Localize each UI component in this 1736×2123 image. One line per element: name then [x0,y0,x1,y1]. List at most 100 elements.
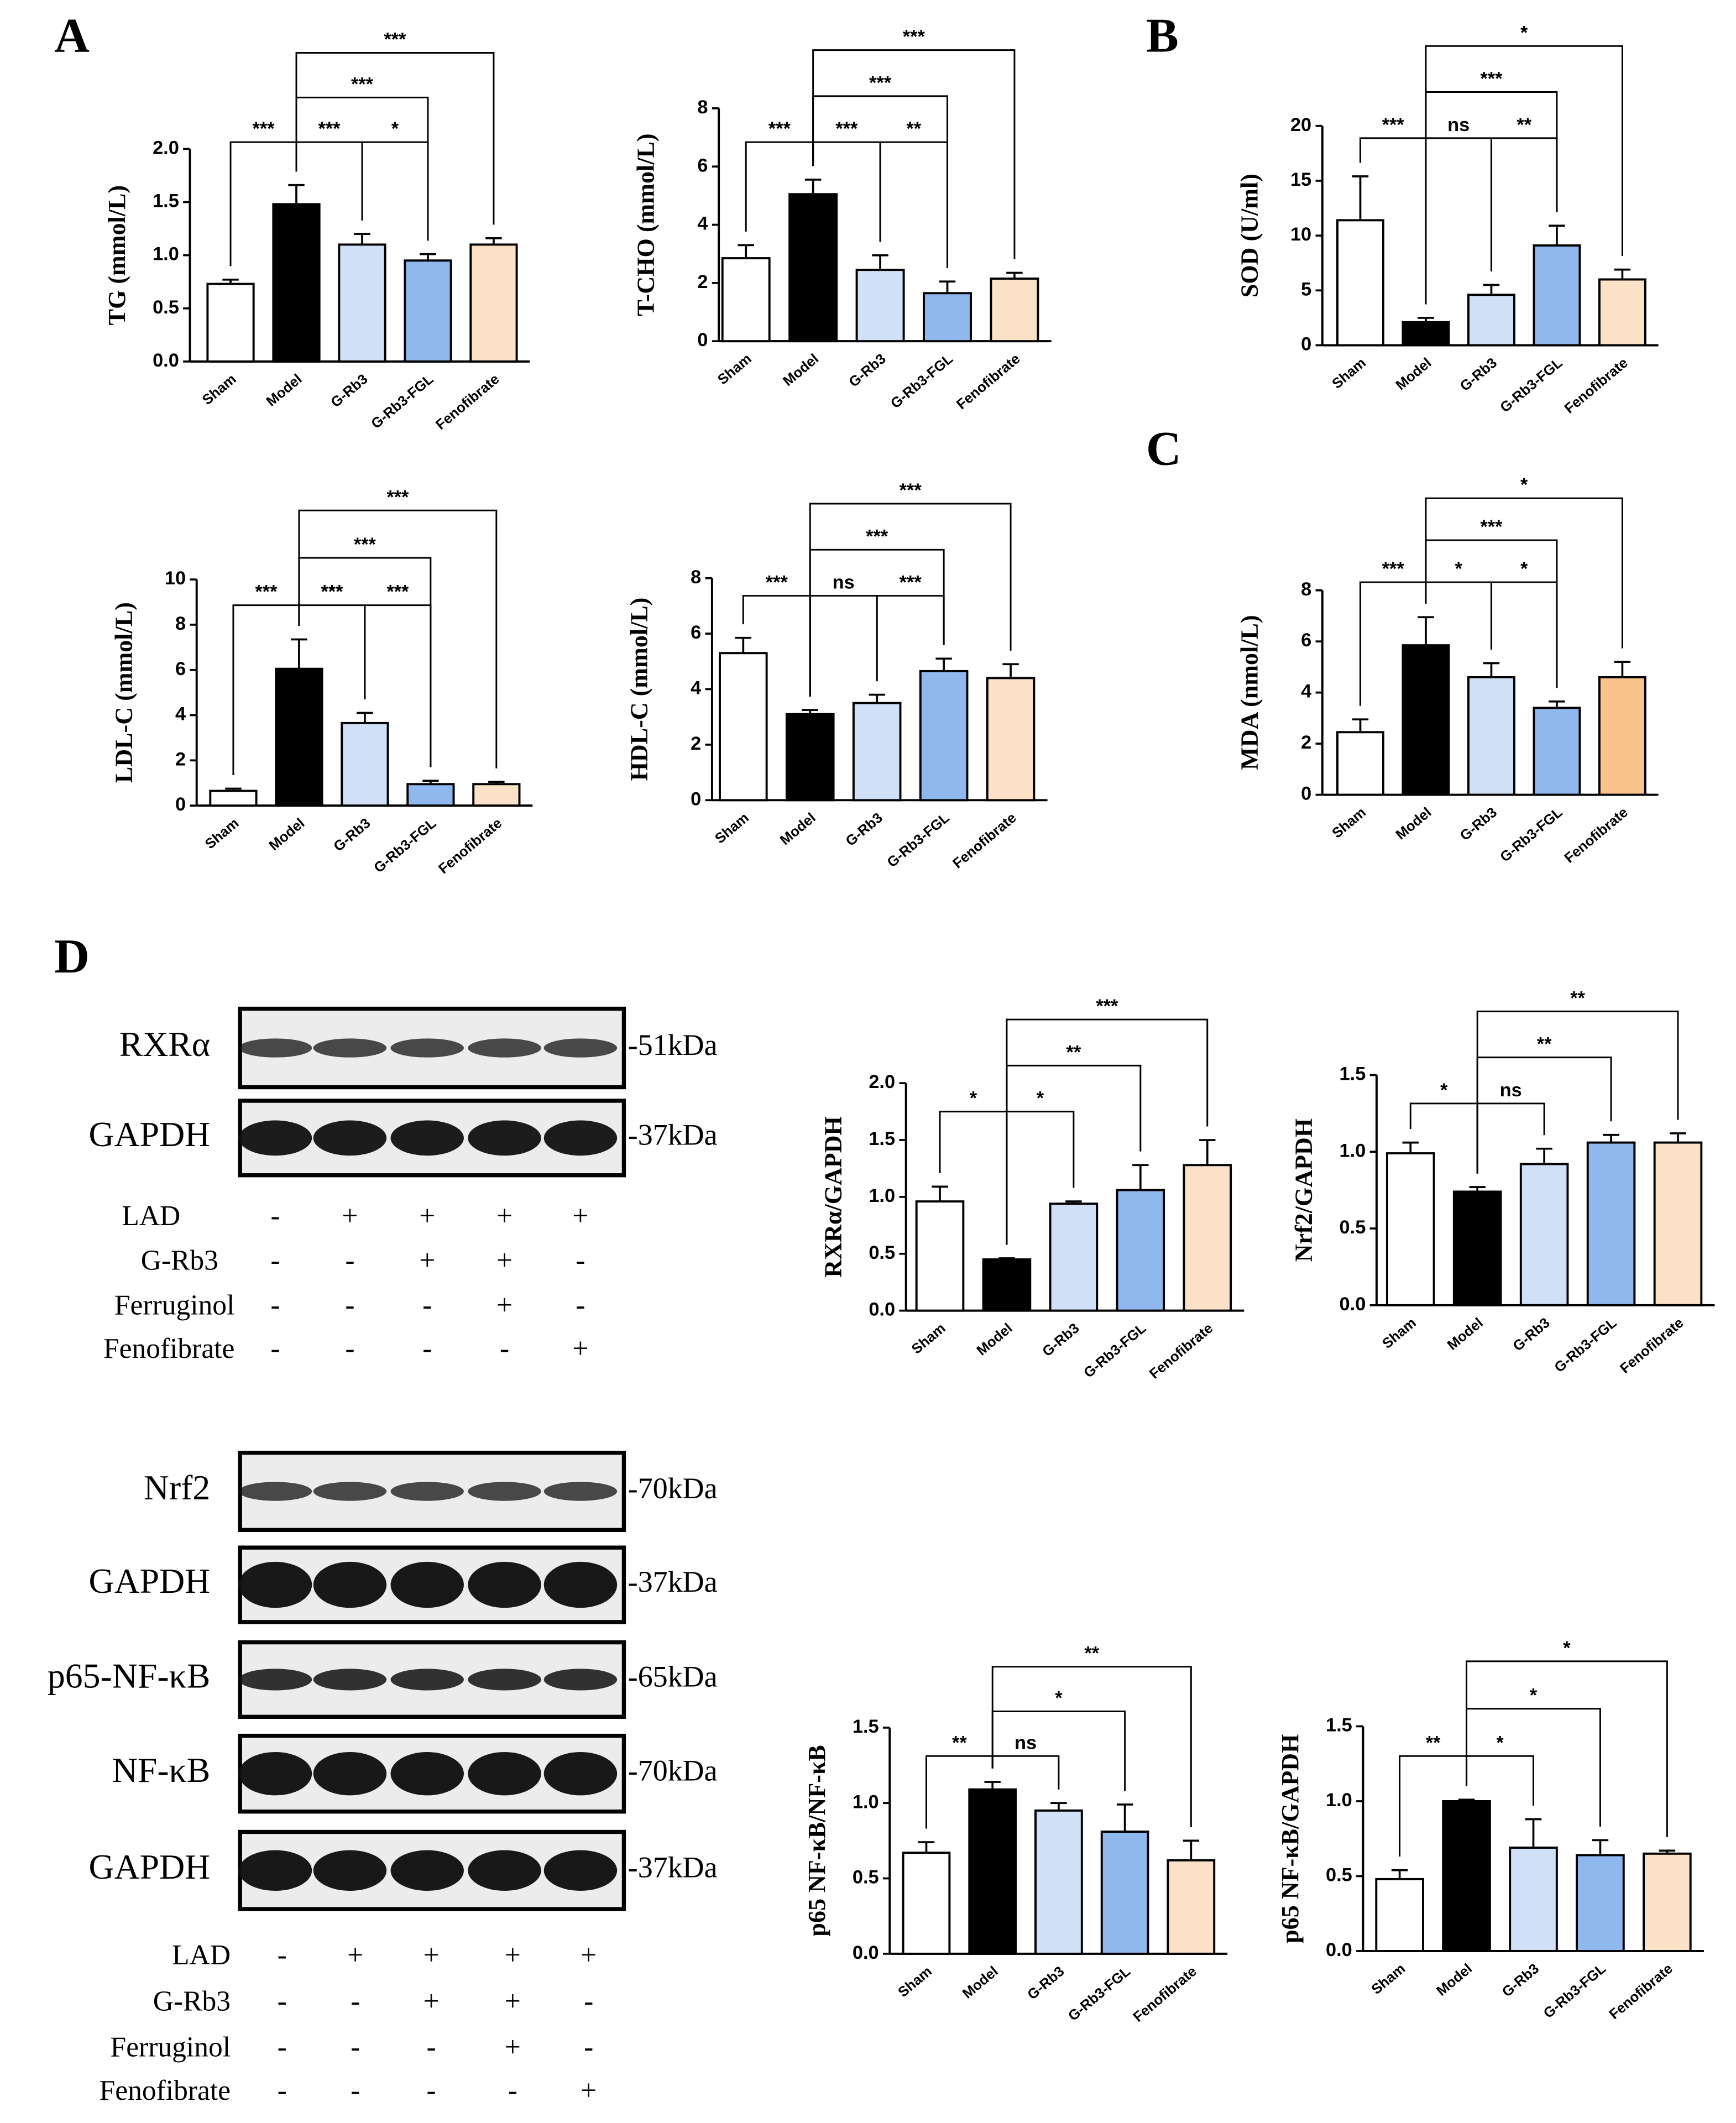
x-tick-label: Sham [1329,804,1369,841]
bar [209,789,258,807]
treatment-sign: - [270,1333,280,1364]
blot-band [468,1038,541,1058]
blot-band [390,1751,464,1796]
significance-bracket [1425,137,1492,305]
treatment-sign: - [427,2075,436,2106]
significance-label: *** [1480,69,1503,90]
error-bar [1006,271,1023,279]
blot-band [313,1038,387,1058]
kda-label: -70kDa [628,1472,718,1505]
error-bar [1199,1139,1216,1165]
y-tick-label: 10 [165,568,186,589]
bar [1336,731,1384,796]
kda-label: -70kDa [628,1754,718,1787]
treatment-sign: + [342,1200,358,1232]
error-bar [357,712,373,723]
error-bar [935,657,952,671]
bar [982,1258,1032,1312]
y-tick-label: 1.5 [1326,1715,1352,1736]
error-bar [1116,1803,1133,1832]
error-bar [1352,175,1369,221]
y-axis-label: MDA (nmol/L) [1236,615,1263,770]
blot-band [543,1850,618,1891]
y-axis-label: SOD (U/ml) [1236,174,1263,297]
bar [1049,1202,1099,1312]
bar [1336,219,1384,347]
panel-letter: C [1146,422,1181,476]
bar [902,1852,951,1955]
significance-label: *** [903,27,925,48]
y-tick-label: 8 [691,567,701,588]
error-bar [1050,1802,1067,1811]
x-tick-label: Fenofibrate [1617,1315,1686,1377]
y-tick-label: 0.5 [853,1867,879,1888]
significance-bracket [1466,1660,1668,1837]
error-bar [488,781,505,785]
treatment-sign: - [584,2032,593,2063]
significance-label: * [1440,1080,1448,1101]
error-bar [1402,1141,1419,1154]
protein-label: GAPDH [89,1847,211,1886]
error-bar [1525,1818,1542,1848]
error-bar [1483,662,1500,677]
significance-label: *** [351,74,374,95]
treatment-sign: - [270,1290,280,1321]
protein-label: GAPDH [89,1115,211,1154]
y-tick-label: 1.0 [869,1185,895,1206]
y-tick-label: 1.0 [153,244,179,265]
x-tick-label: G-Rb3 [331,815,373,855]
treatment-label: G-Rb3 [153,1985,231,2017]
bar [919,670,969,802]
y-tick-label: 20 [1290,114,1311,135]
x-tick-label: Fenofibrate [1562,804,1631,866]
bar [855,269,905,343]
y-tick-label: 1.5 [853,1716,879,1737]
blot-band [313,1482,387,1501]
blot-band [468,1120,541,1156]
x-tick-label: Model [777,810,819,848]
blot-band [468,1561,541,1608]
significance-bracket [1490,581,1558,688]
protein-label: GAPDH [89,1561,211,1601]
y-axis-label: RXRα/GAPDH [819,1116,846,1277]
blot-band [238,1120,312,1156]
x-tick-label: G-Rb3-FGL [1497,804,1565,865]
y-tick-label: 2 [175,749,186,770]
error-bar [998,1257,1015,1260]
error-bar [1536,1147,1552,1164]
x-tick-label: G-Rb3-FGL [368,372,436,432]
treatment-sign: + [581,2075,597,2106]
x-tick-label: G-Rb3-FGL [1551,1315,1619,1376]
significance-bracket [812,49,1016,259]
significance-label: *** [900,480,922,501]
error-bar [485,237,502,245]
blot-band [238,1669,312,1691]
error-bar [932,1185,948,1202]
y-tick-label: 0.0 [1340,1294,1366,1315]
blot-band [313,1120,387,1156]
bar [1375,1878,1424,1952]
error-bar [1614,661,1631,677]
y-axis-label: p65 NF-κB/NF-κB [803,1745,830,1936]
x-tick-label: G-Rb3-FGL [888,351,956,412]
bar [1533,707,1581,796]
treatment-sign: - [345,1245,354,1277]
significance-label: *** [384,29,406,50]
significance-bracket [876,595,945,682]
blot-band [238,1561,312,1608]
y-axis-label: TG (mmol/L) [103,185,130,325]
error-bar [735,636,752,653]
y-tick-label: 1.5 [869,1128,895,1149]
significance-label: * [1520,22,1528,43]
x-tick-label: G-Rb3 [1457,355,1500,394]
bar [788,193,838,343]
blot-band [238,1038,312,1058]
y-tick-label: 0.0 [869,1299,895,1320]
bar [341,721,389,807]
y-tick-label: 4 [691,678,701,699]
y-tick-label: 1.5 [1340,1064,1366,1085]
significance-label: *** [835,118,858,139]
significance-label: ** [906,118,921,139]
protein-label: RXRα [119,1024,211,1064]
panel-letter: B [1146,9,1179,63]
